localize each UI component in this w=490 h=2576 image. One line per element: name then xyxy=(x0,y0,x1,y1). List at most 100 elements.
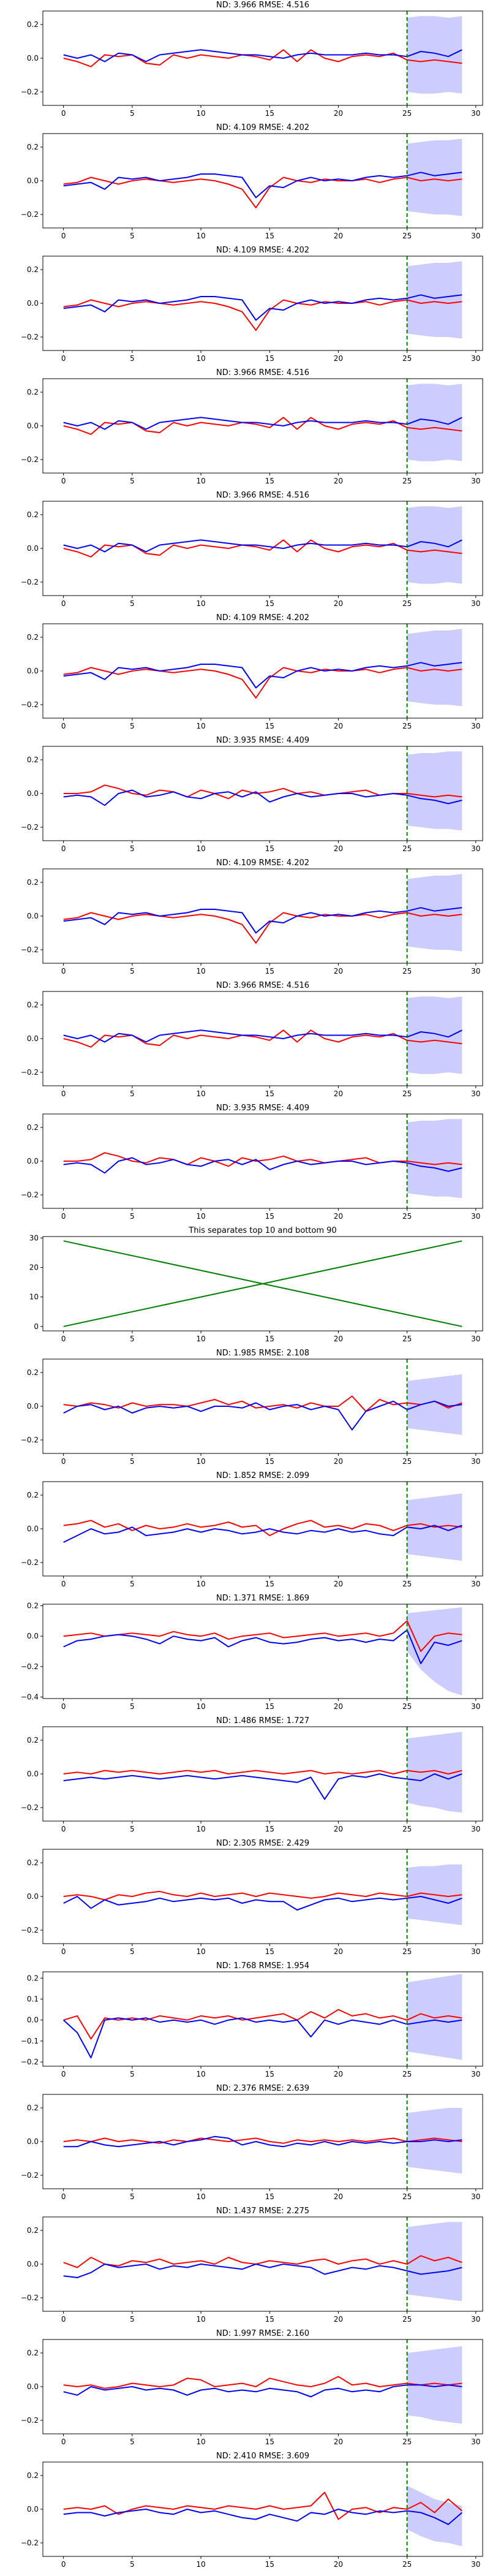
axes-frame xyxy=(42,1971,483,2067)
uncertainty-band xyxy=(407,996,462,1074)
x-tick-label: 10 xyxy=(196,2315,205,2324)
x-tick-label: 25 xyxy=(402,2070,412,2078)
x-tick-label: 5 xyxy=(130,2315,135,2324)
x-tick-label: 10 xyxy=(196,2070,205,2078)
x-tick-label: 30 xyxy=(471,232,480,240)
subplot-7: ND: 4.109 RMSE: 4.202 0 5 10 15 20 25 30 −0.2 0.0… xyxy=(21,858,483,975)
x-tick-label: 30 xyxy=(471,1702,480,1711)
y-tick-label: 0.0 xyxy=(27,667,39,675)
y-tick-label: −0.2 xyxy=(21,2058,39,2066)
y-tick-label: 10 xyxy=(29,1293,39,1301)
y-tick-label: 0.2 xyxy=(27,143,39,151)
subplot-0: ND: 3.966 RMSE: 4.516 0 5 10 15 20 25 30 −0.2 0.0… xyxy=(21,1,483,118)
x-tick-label: 15 xyxy=(265,2192,274,2201)
x-tick-label: 5 xyxy=(130,477,135,485)
uncertainty-band xyxy=(407,2222,462,2301)
y-tick-label: 0.2 xyxy=(27,1001,39,1009)
subplot-3: ND: 3.966 RMSE: 4.516 0 5 10 15 20 25 30 −0.2 0.0… xyxy=(21,368,483,485)
subplot-2: ND: 4.109 RMSE: 4.202 0 5 10 15 20 25 30 −0.2 0.0… xyxy=(21,246,483,363)
x-tick-label: 5 xyxy=(130,2560,135,2569)
subplot-title: ND: 4.109 RMSE: 4.202 xyxy=(216,246,309,255)
series-line-0 xyxy=(63,417,462,435)
y-tick-label: 0.2 xyxy=(27,2226,39,2235)
x-tick-label: 10 xyxy=(196,2438,205,2446)
series-line-0 xyxy=(63,667,462,699)
y-tick-label: 0.2 xyxy=(27,2104,39,2112)
uncertainty-band xyxy=(407,2346,462,2424)
x-tick-label: 0 xyxy=(61,2560,66,2569)
subplot-title: ND: 1.985 RMSE: 2.108 xyxy=(216,1349,309,1358)
x-tick-label: 25 xyxy=(402,2315,412,2324)
subplot-title: ND: 1.852 RMSE: 2.099 xyxy=(216,1471,309,1480)
series-line-0 xyxy=(63,2491,462,2520)
y-tick-label: −0.2 xyxy=(21,823,39,832)
uncertainty-band xyxy=(407,2108,462,2174)
series-line-1 xyxy=(63,789,462,806)
y-tick-label: 0 xyxy=(34,1322,39,1331)
series-line-0 xyxy=(63,1029,462,1048)
subplot-title: ND: 4.109 RMSE: 4.202 xyxy=(216,123,309,132)
y-tick-label: 0.0 xyxy=(27,912,39,920)
uncertainty-band xyxy=(407,261,462,339)
series-line-1 xyxy=(63,1157,462,1174)
subplot-title: ND: 2.305 RMSE: 2.429 xyxy=(216,1839,309,1848)
subplot-12: ND: 1.852 RMSE: 2.099 0 5 10 15 20 25 30 −0.2 0.0… xyxy=(21,1471,483,1588)
subplot-title: ND: 3.966 RMSE: 4.516 xyxy=(216,1,309,10)
series-line-1 xyxy=(63,1629,462,1664)
y-tick-label: −0.2 xyxy=(21,1068,39,1077)
x-tick-label: 0 xyxy=(61,1947,66,1956)
subplot-9: ND: 3.935 RMSE: 4.409 0 5 10 15 20 25 30 −0.2 0.0… xyxy=(21,1104,483,1221)
y-tick-label: 0.2 xyxy=(27,510,39,519)
x-tick-label: 5 xyxy=(130,2070,135,2078)
series-line-0 xyxy=(63,176,462,208)
x-tick-label: 0 xyxy=(61,1089,66,1098)
x-tick-label: 15 xyxy=(265,109,274,118)
subplot-title: ND: 4.109 RMSE: 4.202 xyxy=(216,613,309,623)
subplot-11: ND: 1.985 RMSE: 2.108 0 5 10 15 20 25 30 −0.2 0.0… xyxy=(21,1349,483,1466)
x-tick-label: 25 xyxy=(402,354,412,363)
x-tick-label: 25 xyxy=(402,2192,412,2201)
subplot-19: ND: 1.997 RMSE: 2.160 0 5 10 15 20 25 30 −0.2 0.0… xyxy=(21,2329,483,2446)
x-tick-label: 25 xyxy=(402,1089,412,1098)
x-tick-label: 20 xyxy=(334,599,343,608)
series-line-0 xyxy=(63,2376,462,2389)
series-line-1 xyxy=(63,1029,462,1043)
y-tick-label: −0.2 xyxy=(21,210,39,219)
uncertainty-band xyxy=(407,1374,462,1435)
y-tick-label: 0.0 xyxy=(27,54,39,63)
y-tick-label: 0.2 xyxy=(27,1491,39,1499)
uncertainty-band xyxy=(407,874,462,952)
x-tick-label: 5 xyxy=(130,1089,135,1098)
subplot-18: ND: 1.437 RMSE: 2.275 0 5 10 15 20 25 30 −0.2 0.0… xyxy=(21,2207,483,2324)
x-tick-label: 0 xyxy=(61,1212,66,1221)
x-tick-label: 20 xyxy=(334,1335,343,1343)
y-tick-label: 0.0 xyxy=(27,2505,39,2513)
series-line-0 xyxy=(63,1890,462,1901)
x-tick-label: 15 xyxy=(265,1825,274,1833)
x-tick-label: 15 xyxy=(265,2315,274,2324)
x-tick-label: 5 xyxy=(130,1212,135,1221)
x-tick-label: 10 xyxy=(196,1212,205,1221)
subplot-title: This separates top 10 and bottom 90 xyxy=(188,1226,336,1235)
y-tick-label: 0.2 xyxy=(27,878,39,887)
y-tick-label: 0.0 xyxy=(27,544,39,553)
x-tick-label: 30 xyxy=(471,2192,480,2201)
x-tick-label: 10 xyxy=(196,599,205,608)
y-tick-label: −0.2 xyxy=(21,578,39,586)
series-line-0 xyxy=(63,2137,462,2144)
y-tick-label: 0.2 xyxy=(27,1736,39,1744)
x-tick-label: 10 xyxy=(196,2560,205,2569)
x-tick-label: 30 xyxy=(471,2560,480,2569)
subplot-4: ND: 3.966 RMSE: 4.516 0 5 10 15 20 25 30 −0.2 0.0… xyxy=(21,491,483,608)
x-tick-label: 25 xyxy=(402,1825,412,1833)
subplot-6: ND: 3.935 RMSE: 4.409 0 5 10 15 20 25 30 −0.2 0.0… xyxy=(21,736,483,853)
y-tick-label: 0.2 xyxy=(27,2471,39,2480)
x-tick-label: 5 xyxy=(130,2192,135,2201)
y-tick-label: 30 xyxy=(29,1233,39,1242)
x-tick-label: 5 xyxy=(130,354,135,363)
x-tick-label: 10 xyxy=(196,967,205,975)
x-tick-label: 0 xyxy=(61,477,66,485)
y-tick-label: −0.2 xyxy=(21,1436,39,1444)
x-tick-label: 25 xyxy=(402,599,412,608)
